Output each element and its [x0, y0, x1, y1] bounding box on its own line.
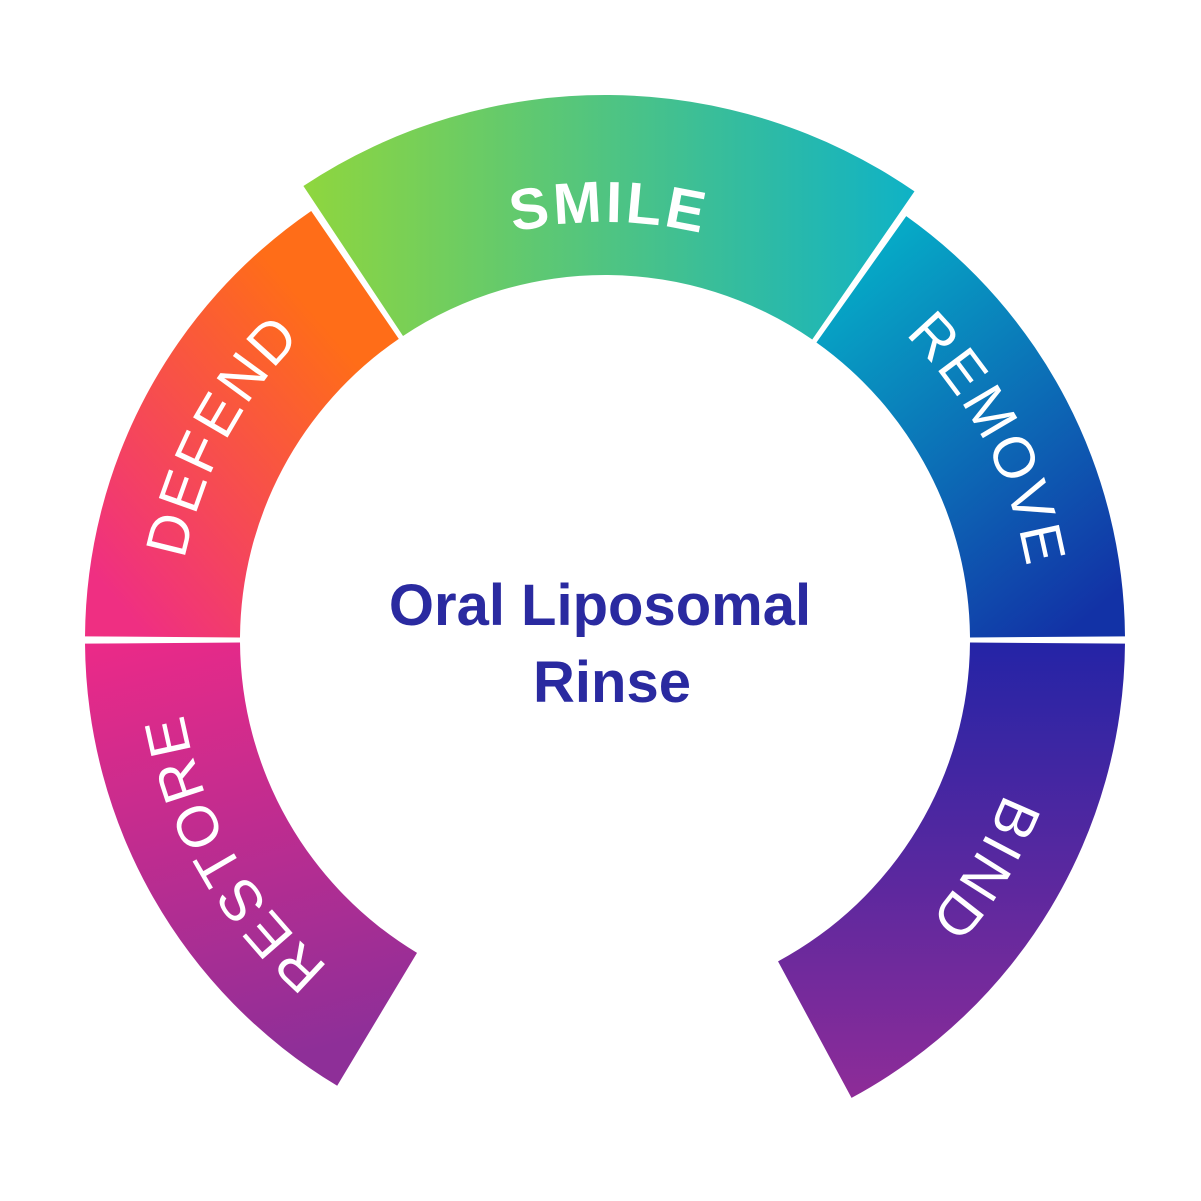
segment-restore	[85, 642, 418, 1086]
segment-label-smile: SMILE	[504, 169, 713, 246]
center-title-line-1: Oral Liposomal	[389, 573, 811, 638]
segment-remove	[816, 216, 1125, 638]
segment-defend	[85, 210, 399, 638]
center-title-line-2: Rinse	[533, 650, 691, 715]
segment-smile	[303, 94, 915, 340]
segment-bind	[778, 642, 1125, 1098]
